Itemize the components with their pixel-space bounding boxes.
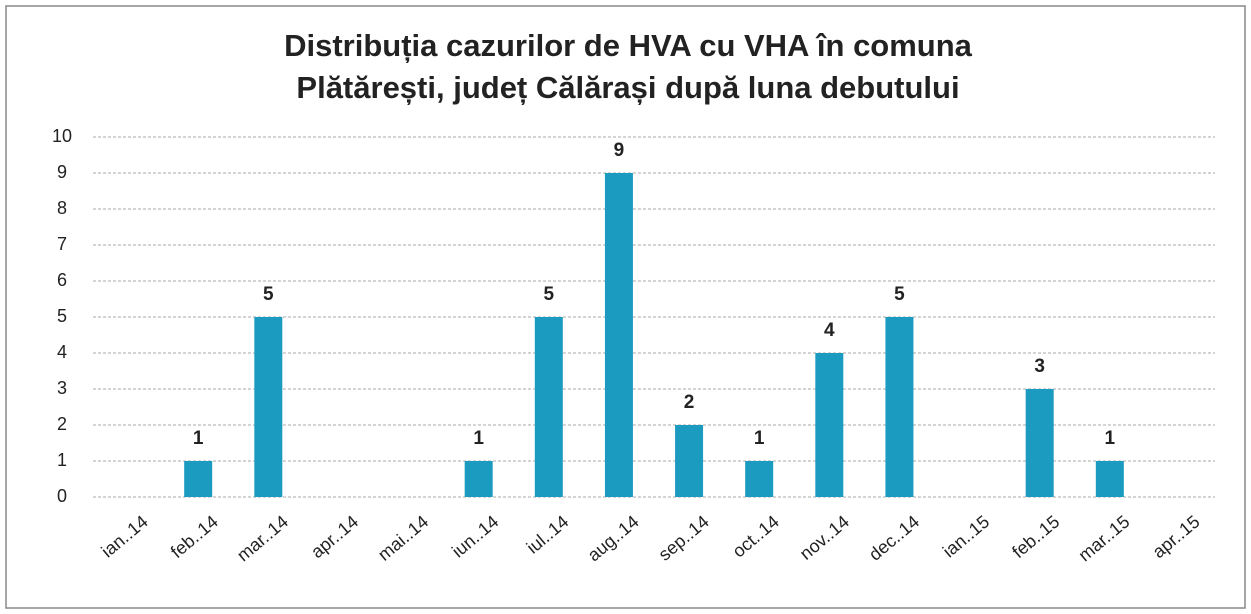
x-tick-label: nov..14 [796,511,853,563]
x-tick-label: feb..15 [1008,511,1063,562]
bar [675,425,704,497]
y-tick-label: 6 [57,270,67,290]
y-tick-label: 0 [57,486,67,506]
bar [885,317,914,497]
value-label: 5 [544,284,555,305]
chart-title: Distribuția cazurilor de HVA cu VHA în c… [284,28,973,63]
x-tick-label: oct..14 [729,511,783,561]
value-label: 3 [1034,356,1045,377]
x-tick-label: mar..15 [1075,511,1134,565]
x-tick-label: apr..14 [307,511,362,562]
x-tick-label: mai..14 [374,511,432,564]
y-tick-label: 8 [57,198,67,218]
value-label: 1 [754,428,765,449]
bar [184,461,213,497]
x-tick-label: mar..14 [233,511,292,565]
x-tick-label: feb..14 [167,511,222,562]
value-label: 9 [614,140,625,161]
value-label: 2 [684,392,695,413]
chart-title: Plătărești, județ Călărași după luna deb… [296,70,959,105]
x-tick-label: ian..15 [939,511,993,561]
value-label: 1 [193,428,204,449]
y-tick-label: 9 [57,162,67,182]
bar [1025,389,1054,497]
y-tick-label: 3 [57,378,67,398]
y-tick-label: 1 [57,450,67,470]
x-tick-label: dec..14 [865,511,923,564]
bar [745,461,774,497]
bar [815,353,844,497]
x-tick-label: apr..15 [1149,511,1204,562]
frame [5,5,1246,609]
bar [1095,461,1124,497]
x-tick-label: sep..14 [655,511,713,564]
y-tick-label: 4 [57,342,67,362]
value-label: 1 [1105,428,1116,449]
x-tick-label: ian..14 [97,511,151,561]
x-tick-label: aug..14 [584,511,643,565]
bar [604,173,633,497]
value-label: 5 [263,284,274,305]
value-label: 5 [894,284,905,305]
y-tick-label: 10 [52,126,72,146]
bar [534,317,563,497]
bar [464,461,493,497]
y-tick-label: 5 [57,306,67,326]
bar [254,317,283,497]
value-label: 1 [473,428,484,449]
y-tick-label: 2 [57,414,67,434]
x-tick-label: iun..14 [448,511,502,561]
value-label: 4 [824,320,835,341]
x-tick-label: iul..14 [523,511,573,557]
y-tick-label: 7 [57,234,67,254]
